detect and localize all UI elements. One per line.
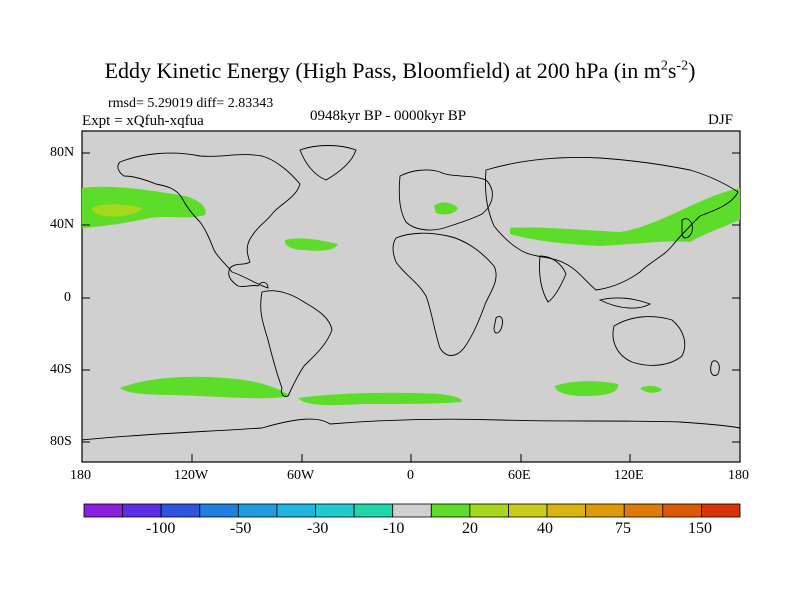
- colorbar-swatch: [508, 503, 548, 518]
- season-label: DJF: [708, 112, 734, 128]
- colorbar-swatch: [199, 503, 239, 518]
- lat-label-40s: 40S: [50, 362, 72, 377]
- anomaly-regions: [82, 186, 740, 406]
- lat-label-equator: 0: [64, 290, 71, 305]
- time-period-label: 0948kyr BP - 0000kyr BP: [310, 108, 467, 124]
- anomaly-south-atlantic: [298, 392, 462, 406]
- anomaly-australia-south: [640, 385, 662, 393]
- coast-north-america: [117, 152, 301, 289]
- coast-india: [539, 255, 567, 303]
- lon-label-60w: 60W: [287, 468, 315, 483]
- map-background: [81, 130, 741, 463]
- lon-label-180-right: 180: [728, 468, 749, 483]
- anomaly-indian-ocean: [555, 381, 619, 396]
- colorbar-label: 20: [462, 520, 478, 537]
- anomaly-north-atlantic-small: [284, 238, 338, 251]
- coast-asia: [485, 157, 739, 291]
- colorbar-label: -50: [230, 520, 252, 537]
- lat-label-80s: 80S: [50, 434, 72, 449]
- colorbar-swatch: [392, 503, 432, 518]
- colorbar-swatch: [83, 503, 123, 518]
- colorbar-label: 40: [537, 520, 553, 537]
- lon-label-0: 0: [407, 468, 414, 483]
- colorbar-label: -100: [146, 520, 176, 537]
- colorbar-swatch: [353, 503, 394, 518]
- lon-label-180-left: 180: [70, 468, 91, 483]
- colorbar-swatch: [237, 503, 278, 518]
- lon-label-120e: 120E: [614, 468, 644, 483]
- colorbar-swatch: [315, 503, 355, 518]
- colorbar-label: -30: [307, 520, 329, 537]
- coast-new-zealand: [710, 360, 720, 376]
- coast-antarctica: [81, 418, 741, 441]
- colorbar: [83, 503, 741, 518]
- coast-africa: [392, 232, 497, 356]
- plot-title: Eddy Kinetic Energy (High Pass, Bloomfie…: [104, 58, 696, 83]
- experiment-label: Expt = xQfuh-xqfua: [82, 113, 204, 129]
- colorbar-swatch: [662, 503, 702, 518]
- coast-australia: [612, 316, 686, 366]
- colorbar-label: 75: [615, 520, 631, 537]
- colorbar-swatch: [546, 503, 587, 518]
- lon-label-60e: 60E: [508, 468, 531, 483]
- tick-marks: [82, 152, 740, 462]
- anomaly-europe: [434, 202, 458, 215]
- coast-madagascar: [493, 315, 503, 334]
- colorbar-swatch: [585, 503, 625, 518]
- anomaly-north-pacific: [82, 186, 206, 228]
- lon-label-120w: 120W: [174, 468, 209, 483]
- colorbar-swatch: [469, 503, 509, 518]
- coast-indonesia: [598, 297, 652, 309]
- anomaly-north-pacific-core: [92, 204, 142, 217]
- colorbar-swatch: [122, 503, 162, 518]
- lat-label-40n: 40N: [50, 217, 75, 232]
- colorbar-swatch: [701, 503, 741, 518]
- coast-europe: [398, 169, 493, 231]
- coast-greenland: [299, 145, 357, 181]
- colorbar-swatch: [276, 503, 316, 518]
- colorbar-swatch: [623, 503, 664, 518]
- coastlines: [81, 145, 741, 441]
- colorbar-swatch: [160, 503, 201, 518]
- anomaly-asia-pacific-jet: [510, 188, 740, 246]
- lat-label-80n: 80N: [50, 145, 75, 160]
- colorbar-label: 150: [688, 520, 712, 537]
- anomaly-south-pacific: [120, 376, 290, 399]
- coast-japan: [681, 218, 693, 239]
- colorbar-label: -10: [383, 520, 405, 537]
- colorbar-swatch: [430, 503, 471, 518]
- rmsd-diff-stats: rmsd= 5.29019 diff= 2.83343: [108, 96, 274, 111]
- coast-south-america: [260, 290, 333, 397]
